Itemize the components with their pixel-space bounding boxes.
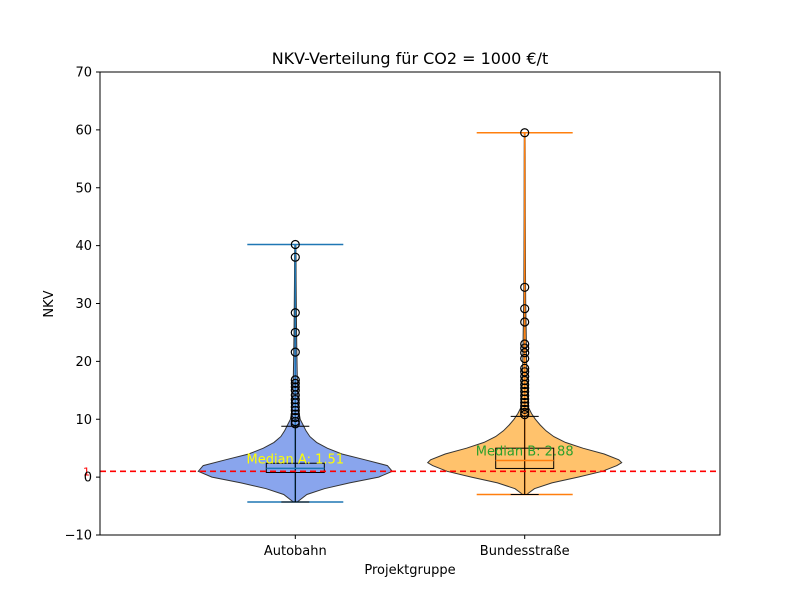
outlier-point: [290, 252, 300, 262]
outlier-point: [290, 382, 300, 392]
y-tick-label: 30: [75, 297, 92, 312]
outlier-point: [520, 397, 530, 408]
y-tick-label: −10: [65, 529, 92, 544]
outlier-point: [520, 404, 530, 415]
outlier-point: [290, 419, 300, 429]
median-label: Median B: 2.88: [476, 444, 574, 459]
outlier-point: [290, 378, 300, 388]
y-axis-label: NKV: [42, 290, 57, 317]
x-tick-label: Bundesstraße: [480, 544, 570, 559]
y-tick-label: 10: [75, 413, 92, 428]
plot-area: Median A: 1.51 Median B: 2.88 1: [83, 128, 720, 503]
y-tick-label: 50: [75, 181, 92, 196]
outlier-point: [520, 282, 530, 292]
outlier-point: [520, 410, 530, 420]
outlier-point: [290, 412, 300, 423]
outlier-point: [520, 407, 530, 417]
outlier-point: [520, 317, 530, 327]
y-axis: −10 0 10 20 30 40 50 60 70: [65, 66, 100, 544]
outlier-point: [290, 375, 300, 385]
x-axis: Autobahn Bundesstraße: [264, 535, 570, 559]
outlier-point: [290, 347, 300, 357]
x-tick-label: Autobahn: [264, 544, 327, 559]
outlier-point: [290, 327, 300, 338]
y-tick-label: 40: [75, 239, 92, 254]
outlier-point: [520, 367, 530, 377]
outlier-point: [290, 239, 300, 250]
outlier-point: [520, 401, 530, 411]
chart-title: NKV-Verteilung für CO2 = 1000 €/t: [272, 49, 549, 68]
outlier-point: [290, 308, 300, 318]
outlier-point: [290, 394, 300, 405]
outlier-point: [520, 304, 530, 314]
violin-bundesstrasse: Median B: 2.88: [426, 128, 623, 496]
outlier-point: [290, 385, 300, 395]
median-label: Median A: 1.51: [247, 452, 345, 467]
y-tick-label: 60: [75, 123, 92, 138]
outlier-point: [520, 128, 530, 138]
outlier-point: [520, 375, 530, 386]
outlier-point: [520, 343, 530, 353]
y-tick-label: 0: [84, 471, 92, 486]
outlier-point: [290, 409, 300, 419]
outlier-point: [520, 363, 530, 373]
outlier-point: [520, 339, 530, 349]
reference-line-label: 1: [83, 465, 90, 478]
y-tick-label: 70: [75, 66, 92, 81]
outlier-point: [520, 386, 530, 397]
violin-autobahn: Median A: 1.51: [197, 239, 394, 503]
outlier-point: [520, 353, 530, 364]
box-iqr: [495, 447, 555, 469]
y-tick-label: 20: [75, 355, 92, 370]
x-axis-label: Projektgruppe: [364, 563, 455, 578]
outlier-point: [520, 348, 530, 358]
